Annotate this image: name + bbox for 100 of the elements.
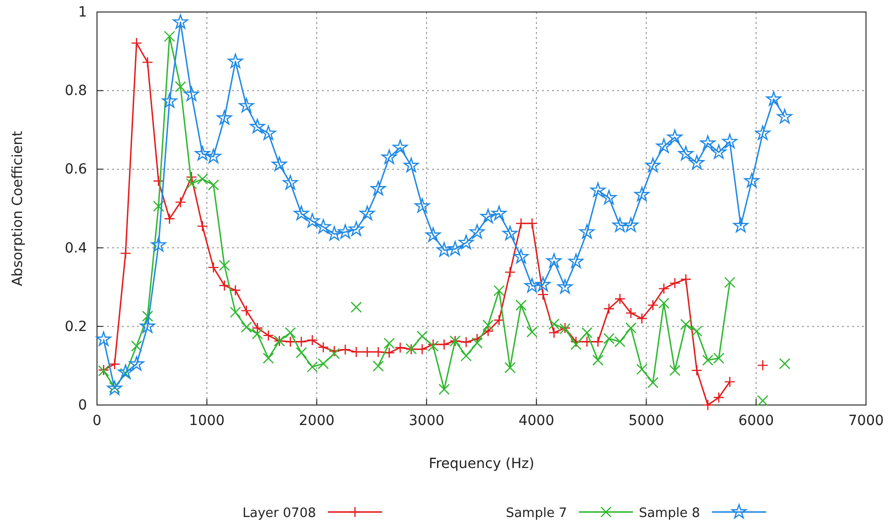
x-tick-label: 6000 [738,412,774,429]
point [262,352,274,364]
point [460,336,472,348]
point [658,283,670,294]
point [669,364,680,376]
point [603,303,615,314]
point [526,218,538,230]
point [130,37,142,49]
point [625,307,637,319]
y-axis-title: Absorption Coefficient [10,130,26,286]
point [757,395,768,406]
x-tick-label: 5000 [628,412,664,429]
point [174,196,186,208]
point [614,293,626,304]
point [724,376,736,388]
point [779,358,790,370]
point [350,346,362,358]
point [252,328,263,340]
point [702,399,714,411]
point [174,81,186,92]
x-tick-label: 1000 [189,412,225,429]
point [713,392,724,404]
point [504,266,516,278]
point [570,338,582,350]
point [548,327,560,338]
point [306,361,318,372]
point [581,336,593,348]
point [240,305,252,316]
point [757,360,768,371]
x-tick-label: 4000 [518,412,554,429]
legend-label: Layer 0708 [242,506,316,521]
point [493,285,505,296]
point [438,384,450,395]
point [724,276,736,288]
point [164,213,176,224]
point [570,336,582,348]
point [416,344,428,355]
point [252,322,263,334]
point [372,360,384,372]
point [625,322,637,334]
point [394,342,406,354]
point [142,310,154,322]
point [636,312,648,324]
point [350,302,362,313]
legend-label: Sample 7 [506,506,567,521]
point [142,56,154,68]
point [196,220,208,232]
point [186,178,198,190]
y-tick-label: 0.2 [64,318,87,335]
point [548,318,560,330]
point [284,327,296,338]
point [493,314,505,326]
y-tick-label: 0 [78,397,87,414]
x-tick-label: 3000 [408,412,444,429]
point [537,288,549,300]
point [669,278,680,289]
point [230,284,242,296]
point [328,346,340,357]
point [152,175,164,187]
point [196,173,208,185]
point [691,364,702,376]
y-tick-label: 0.4 [64,240,88,256]
point [108,358,120,370]
point [482,326,494,337]
point [581,327,593,338]
point [186,171,198,183]
point [416,330,428,342]
y-tick-label: 0.8 [64,83,87,100]
x-tick-label: 7000 [848,412,884,429]
point [362,346,373,358]
y-tick-label: 1 [78,4,87,20]
point [384,347,395,358]
x-tick-label: 2000 [298,412,335,429]
point [460,350,472,362]
point [526,326,538,338]
point [152,200,164,212]
point [603,332,615,344]
point [340,344,351,356]
point [592,354,604,366]
point [515,218,527,230]
point [515,300,527,311]
point [328,348,340,360]
point [504,362,516,374]
point [120,248,132,259]
point [130,340,142,352]
point [472,337,483,349]
point [438,338,450,350]
y-tick-label: 0.6 [64,162,88,178]
point [614,336,626,348]
legend-label: Sample 8 [638,506,700,521]
point [208,262,220,274]
point [218,280,230,292]
point [230,306,242,318]
point [306,334,318,346]
point [680,318,692,330]
point [240,322,252,333]
x-tick-label: 0 [92,412,102,429]
point [372,346,384,358]
point [318,358,329,370]
point [296,336,307,348]
